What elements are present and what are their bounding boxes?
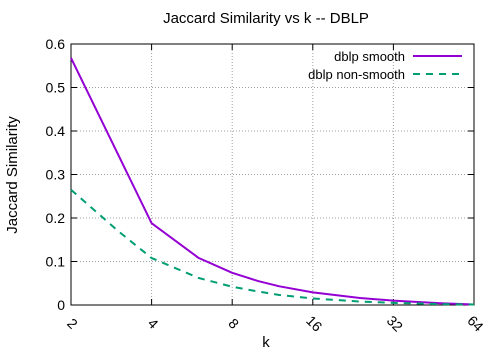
chart-title: Jaccard Similarity vs k -- DBLP <box>163 10 369 27</box>
legend-label-0: dblp smooth <box>334 49 405 64</box>
x-tick-label: 16 <box>303 312 325 334</box>
y-tick-label: 0.2 <box>46 210 66 226</box>
y-tick-label: 0 <box>57 297 65 313</box>
y-tick-label: 0.3 <box>46 167 66 183</box>
x-tick-label: 2 <box>64 315 81 332</box>
legend: dblp smooth dblp non-smooth <box>308 49 462 82</box>
series-line-1 <box>70 188 475 306</box>
axes: 0 0.1 0.2 0.3 0.4 0.5 0.6 2 4 8 16 32 64 <box>46 36 487 335</box>
series-line-0 <box>70 57 475 306</box>
x-tick-label: 8 <box>225 315 242 332</box>
plot-frame <box>70 43 475 306</box>
y-tick-label: 0.5 <box>46 80 66 96</box>
series-lines <box>70 57 475 306</box>
y-tick-label: 0.4 <box>46 123 66 139</box>
x-tick-label: 64 <box>464 312 486 334</box>
grid-lines <box>71 44 474 305</box>
legend-label-1: dblp non-smooth <box>308 67 405 82</box>
y-tick-label: 0.1 <box>46 254 66 270</box>
x-axis-label: k <box>262 334 270 351</box>
y-axis-label: Jaccard Similarity <box>4 116 21 234</box>
x-tick-label: 4 <box>145 315 162 332</box>
x-tick-label: 32 <box>384 312 406 334</box>
y-tick-label: 0.6 <box>46 36 66 52</box>
